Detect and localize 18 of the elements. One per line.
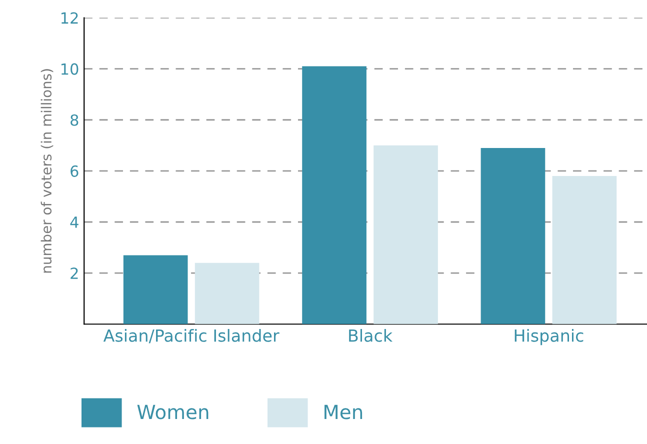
y-axis-title: number of voters (in millions) — [40, 69, 54, 273]
y-tick-label: 4 — [70, 216, 78, 228]
x-tick-label: Asian/Pacific Islander — [103, 328, 280, 344]
y-tick-label: 2 — [70, 268, 78, 279]
bar — [194, 262, 260, 324]
legend-label: Women — [137, 404, 208, 420]
bar — [123, 255, 188, 324]
bar — [374, 145, 438, 324]
bar — [302, 66, 366, 324]
y-tick-label: 6 — [70, 165, 78, 177]
legend-label: Men — [324, 404, 362, 420]
x-tick-label: Black — [349, 328, 393, 342]
y-tick-label: 12 — [61, 12, 78, 24]
y-tick-label: 8 — [70, 114, 78, 126]
bar — [480, 148, 546, 324]
y-tick-label: 10 — [61, 63, 78, 75]
x-tick-label: Hispanic — [514, 328, 584, 346]
bar — [552, 176, 617, 324]
